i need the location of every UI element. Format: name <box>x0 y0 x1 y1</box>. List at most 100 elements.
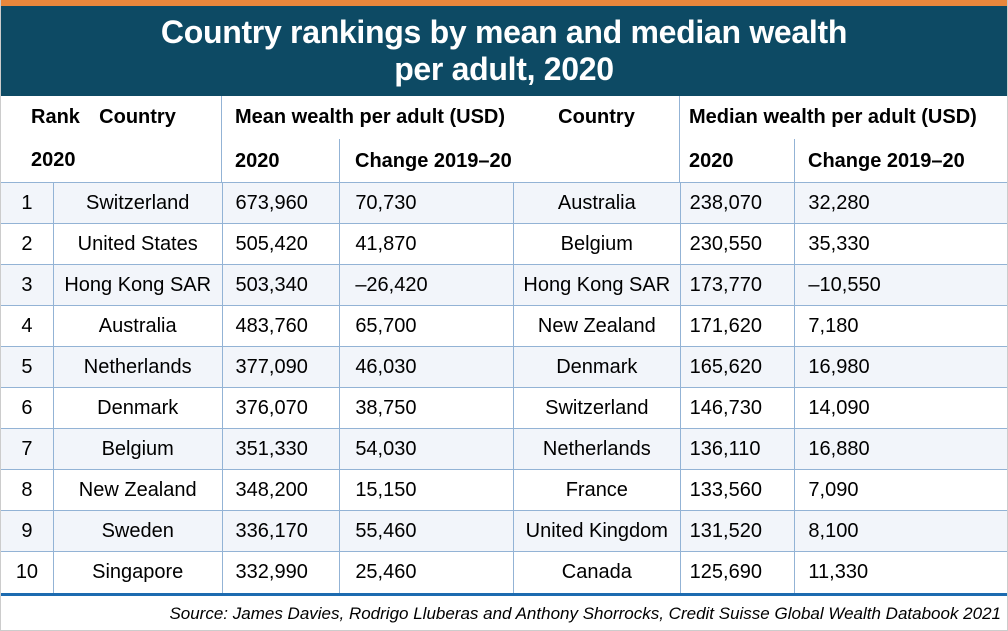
title-banner: Country rankings by mean and median weal… <box>1 6 1007 96</box>
median-country-cell: Hong Kong SAR <box>514 265 681 305</box>
header-mean-group-label: Mean wealth per adult (USD) <box>235 106 506 128</box>
mean-change-cell: 65,700 <box>340 306 514 346</box>
table-row: 3 Hong Kong SAR 503,340 –26,420 Hong Kon… <box>1 265 1007 306</box>
mean-country-cell: Netherlands <box>54 347 223 387</box>
table-body: 1 Switzerland 673,960 70,730 Australia 2… <box>1 183 1007 593</box>
header-country-right-column: Country <box>514 96 680 182</box>
median-country-cell: France <box>514 470 681 510</box>
header-mean-subrow: 2020 Change 2019–20 <box>222 139 514 183</box>
page-title-line-2: per adult, 2020 <box>394 51 614 87</box>
rank-cell: 8 <box>1 470 54 510</box>
table-header: Rank 2020 Country Mean wealth per adult … <box>1 96 1007 183</box>
header-country-right-label: Country <box>558 106 635 128</box>
median-change-cell: 11,330 <box>808 561 869 583</box>
median-2020-cell: 238,070 <box>681 183 796 223</box>
median-country-cell: New Zealand <box>514 306 681 346</box>
table-row: 9 Sweden 336,170 55,460 United Kingdom 1… <box>1 511 1007 552</box>
median-change-cell: 16,880 <box>808 437 870 460</box>
rank-cell: 2 <box>1 224 54 264</box>
table-row: 4 Australia 483,760 65,700 New Zealand 1… <box>1 306 1007 347</box>
mean-2020-cell: 332,990 <box>223 552 341 593</box>
source-attribution: Source: James Davies, Rodrigo Lluberas a… <box>1 596 1007 630</box>
table-row: 2 United States 505,420 41,870 Belgium 2… <box>1 224 1007 265</box>
rank-cell: 7 <box>1 429 54 469</box>
header-median-group-label: Median wealth per adult (USD) <box>689 106 977 128</box>
mean-2020-cell: 503,340 <box>223 265 341 305</box>
mean-country-cell: United States <box>54 224 223 264</box>
table-row: 6 Denmark 376,070 38,750 Switzerland 146… <box>1 388 1007 429</box>
rank-cell: 1 <box>1 183 54 223</box>
mean-2020-cell: 348,200 <box>223 470 341 510</box>
mean-country-cell: Denmark <box>54 388 223 428</box>
median-2020-cell: 136,110 <box>681 429 796 469</box>
median-2020-cell: 171,620 <box>681 306 796 346</box>
mean-2020-cell: 505,420 <box>223 224 341 264</box>
mean-change-cell: 15,150 <box>340 470 514 510</box>
rank-cell: 9 <box>1 511 54 551</box>
mean-2020-cell: 673,960 <box>223 183 341 223</box>
mean-2020-cell: 336,170 <box>223 511 341 551</box>
rank-cell: 3 <box>1 265 54 305</box>
table-row: 7 Belgium 351,330 54,030 Netherlands 136… <box>1 429 1007 470</box>
median-country-cell: Canada <box>514 552 681 593</box>
mean-change-cell: 54,030 <box>340 429 514 469</box>
bottom-rule <box>1 593 1007 596</box>
header-mean-2020-label: 2020 <box>222 139 340 183</box>
mean-country-cell: New Zealand <box>54 470 223 510</box>
mean-country-cell: Hong Kong SAR <box>54 265 223 305</box>
mean-change-cell: 46,030 <box>340 347 514 387</box>
mean-2020-cell: 351,330 <box>223 429 341 469</box>
mean-change-cell: 38,750 <box>340 388 514 428</box>
rank-cell: 4 <box>1 306 54 346</box>
median-country-cell: United Kingdom <box>514 511 681 551</box>
median-change-cell: 16,980 <box>808 355 870 378</box>
rank-cell: 5 <box>1 347 54 387</box>
mean-country-cell: Switzerland <box>54 183 223 223</box>
header-median-change-label: Change 2019–20 <box>808 149 965 172</box>
median-2020-cell: 131,520 <box>681 511 796 551</box>
median-country-cell: Australia <box>514 183 681 223</box>
mean-country-cell: Australia <box>54 306 223 346</box>
table-row: 1 Switzerland 673,960 70,730 Australia 2… <box>1 183 1007 224</box>
top-accent-bar <box>1 0 1007 6</box>
median-2020-cell: 125,690 <box>681 552 796 593</box>
median-2020-cell: 146,730 <box>681 388 796 428</box>
mean-change-cell: 41,870 <box>340 224 514 264</box>
mean-change-cell: 55,460 <box>340 511 514 551</box>
table-row: 10 Singapore 332,990 25,460 Canada 125,6… <box>1 552 1007 593</box>
header-median-group-column: Median wealth per adult (USD) 2020 Chang… <box>680 96 1007 183</box>
header-mean-change-label: Change 2019–20 <box>355 149 512 172</box>
median-country-cell: Switzerland <box>514 388 681 428</box>
mean-country-cell: Belgium <box>54 429 223 469</box>
mean-change-cell: 70,730 <box>340 183 514 223</box>
median-country-cell: Netherlands <box>514 429 681 469</box>
median-2020-cell: 173,770 <box>681 265 796 305</box>
mean-country-cell: Singapore <box>54 552 223 593</box>
median-2020-cell: 230,550 <box>681 224 796 264</box>
mean-2020-cell: 377,090 <box>223 347 341 387</box>
median-change-cell: –10,550 <box>808 273 881 296</box>
median-country-cell: Denmark <box>514 347 681 387</box>
header-rank-label: Rank <box>31 106 80 128</box>
median-change-cell: 8,100 <box>808 519 859 542</box>
header-rank-year: 2020 <box>31 149 76 171</box>
rank-cell: 6 <box>1 388 54 428</box>
median-2020-cell: 133,560 <box>681 470 796 510</box>
median-country-cell: Belgium <box>514 224 681 264</box>
mean-change-cell: –26,420 <box>340 265 514 305</box>
mean-2020-cell: 483,760 <box>223 306 341 346</box>
table-row: 8 New Zealand 348,200 15,150 France 133,… <box>1 470 1007 511</box>
header-mean-group-column: Mean wealth per adult (USD) 2020 Change … <box>222 96 514 183</box>
mean-2020-cell: 376,070 <box>223 388 341 428</box>
page-title-line-1: Country rankings by mean and median weal… <box>160 14 848 50</box>
header-country-left-label: Country <box>99 106 176 128</box>
median-change-cell: 35,330 <box>808 232 870 255</box>
median-change-cell: 7,180 <box>808 314 859 337</box>
mean-country-cell: Sweden <box>54 511 223 551</box>
mean-change-cell: 25,460 <box>340 552 514 593</box>
median-change-cell: 32,280 <box>808 191 870 214</box>
header-median-subrow: 2020 Change 2019–20 <box>680 139 1007 183</box>
header-median-2020-label: 2020 <box>680 139 795 183</box>
rank-cell: 10 <box>1 552 54 593</box>
